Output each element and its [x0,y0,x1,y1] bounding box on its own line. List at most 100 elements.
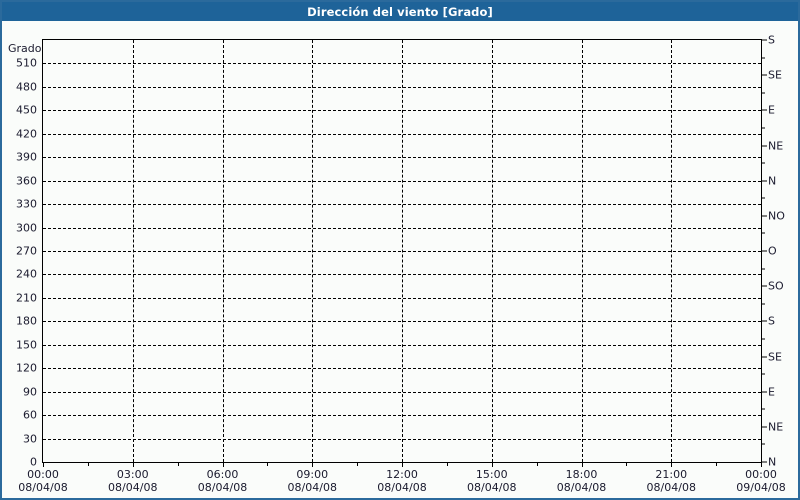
right-axis-tick [762,285,767,287]
x-axis-tick-date: 08/04/08 [197,481,248,494]
right-axis-minor-tick [762,197,765,199]
y-axis-title: Grado [8,42,42,55]
right-axis-minor-tick [762,303,765,305]
y-axis-left: 0 30 60 90 120 150 180 210 240 270 300 330 360 390 420… [2,39,40,468]
x-axis-tick [132,463,134,467]
x-axis-tick-time: 21:00 [655,468,688,481]
x-axis-tick-time: 18:00 [565,468,598,481]
x-axis-minor-tick [716,463,718,466]
gridline-vertical [671,40,673,462]
x-axis-tick-time: 09:00 [296,468,329,481]
y-axis-tick-label: 450 [16,103,37,117]
y-axis-tick-label: 300 [16,221,37,235]
x-axis-minor-tick [177,463,179,466]
right-axis-tick-label: SE [768,350,782,363]
gridline-vertical [581,40,583,462]
right-axis-minor-tick [762,57,765,59]
y-axis-tick-label: 240 [16,267,37,281]
right-axis-tick [762,250,767,252]
x-axis-tick-label: 06:00 08/04/08 [198,468,247,494]
y-axis-tick-label: 480 [16,80,37,94]
right-axis-tick [762,426,767,428]
x-axis-tick [671,463,673,467]
right-axis-minor-tick [762,232,765,234]
right-axis-minor-tick [762,338,765,340]
x-axis-tick-label: 00:00 09/04/08 [736,468,785,494]
chart-canvas: Grado 0 30 60 90 120 150 180 210 240 270 300 330 360… [2,21,798,498]
right-axis-tick [762,461,767,463]
y-axis-tick-label: 180 [16,314,37,328]
right-axis-tick-label: S [768,33,775,47]
y-axis-tick-label: 210 [16,291,37,305]
y-axis-tick-label: 360 [16,174,37,188]
y-axis-tick-label: 120 [16,361,37,375]
x-axis-tick-time: 03:00 [116,468,149,481]
x-axis-tick-label: 15:00 08/04/08 [467,468,516,494]
x-axis-tick-date: 08/04/08 [108,481,158,494]
right-axis-tick-label: E [768,385,775,399]
data-series-layer [43,40,761,462]
x-axis-tick [761,463,762,467]
y-axis-tick-label: 30 [23,432,37,446]
x-axis-tick-date: 08/04/08 [646,481,696,494]
y-axis-right-compass: N NE E SE S SO O NO N NE E SE S [762,35,798,468]
right-axis-minor-tick [762,443,765,445]
x-axis-minor-tick [357,463,359,466]
right-axis-tick [762,320,767,322]
x-axis-tick [312,463,314,467]
gridline-vertical [132,40,134,462]
y-axis-tick-label: 60 [23,408,37,422]
y-axis-tick-label: 390 [16,150,37,164]
plot-area [42,39,762,463]
y-axis-tick-label: 510 [16,56,37,70]
right-axis-minor-tick [762,373,765,375]
gridline-vertical [402,40,403,462]
x-axis-tick-label: 18:00 08/04/08 [557,468,606,494]
gridline-vertical [222,40,224,462]
x-axis-tick-label: 00:00 08/04/08 [18,468,67,494]
right-axis-minor-tick [762,127,765,129]
x-axis-tick [491,463,493,467]
y-axis-tick-label: 150 [16,338,37,352]
right-axis-tick-label: O [768,244,777,258]
right-axis-tick [762,109,767,111]
y-axis-tick-label: 0 [30,455,37,469]
right-axis-tick [762,215,767,217]
x-axis-tick-date: 08/04/08 [556,481,607,494]
y-axis-tick-label: 270 [16,244,37,258]
x-axis-minor-tick [87,463,89,466]
x-axis-tick [222,463,224,467]
x-axis-tick [402,463,403,467]
x-axis-minor-tick [536,463,538,466]
right-axis-minor-tick [762,408,765,410]
gridline-vertical [491,40,493,462]
x-axis-tick-time: 12:00 [386,468,418,481]
x-axis-tick-time: 15:00 [475,468,508,481]
right-axis-tick-label: NE [768,139,784,152]
y-axis-tick-label: 420 [16,127,37,141]
right-axis-tick-label: N [768,174,777,188]
right-axis-tick [762,74,767,76]
right-axis-tick [762,356,767,357]
x-axis-tick-time: 00:00 [745,468,777,481]
right-axis-tick [762,391,767,393]
page-title: Dirección del viento [Grado] [307,4,493,19]
right-axis-tick [762,180,767,182]
right-axis-tick-label: NE [768,420,784,434]
y-axis-tick-label: 90 [23,385,37,399]
x-axis-tick-time: 06:00 [206,468,239,481]
x-axis-minor-tick [626,463,628,466]
right-axis-tick [762,39,767,41]
right-axis-tick-label: SO [768,279,784,293]
y-axis-tick-label: 330 [16,197,37,211]
x-axis-tick [581,463,583,467]
x-axis-tick-time: 00:00 [27,468,59,481]
x-axis-tick [43,463,44,467]
x-axis-tick-date: 08/04/08 [377,481,427,494]
right-axis-minor-tick [762,268,765,270]
x-axis: 00:00 08/04/08 03:00 08/04/08 06:00 08/04/08 0… [18,463,786,497]
x-axis-tick-label: 03:00 08/04/08 [108,468,157,494]
x-axis-tick-label: 09:00 08/04/08 [288,468,337,494]
x-axis-tick-date: 08/04/08 [467,481,517,494]
